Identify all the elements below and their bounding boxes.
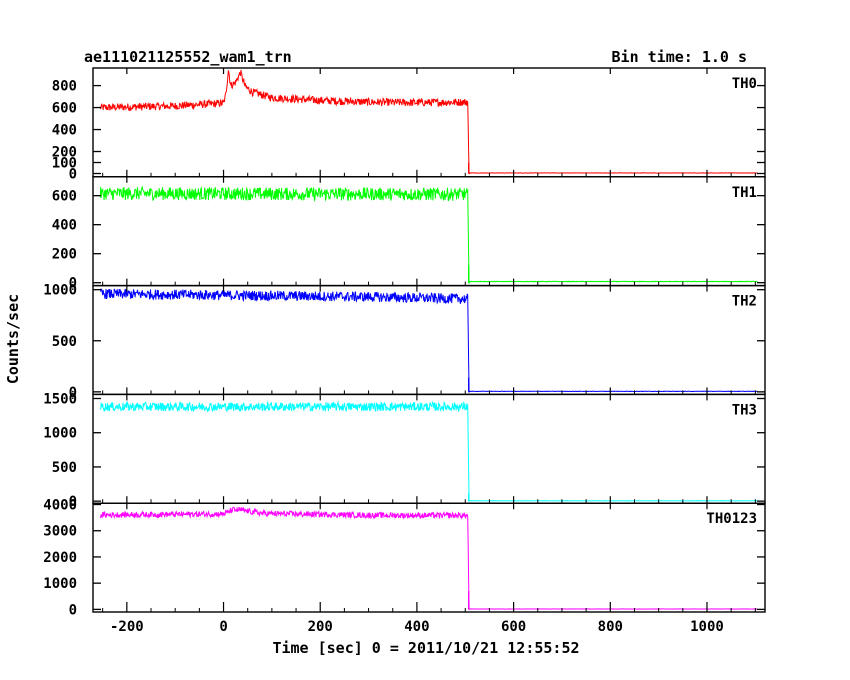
panel-th0123: 0 1000 2000 3000 4000 TH0123 xyxy=(43,498,766,618)
x-axis: -200 0 200 400 600 800 1000 xyxy=(110,619,724,635)
series-line-th3 xyxy=(99,400,758,502)
y-tick-label: 3000 xyxy=(43,524,77,540)
y-tick-label: 1000 xyxy=(43,426,77,442)
panel-frame xyxy=(92,284,766,396)
series-line-th1 xyxy=(99,185,758,285)
y-tick-label: 500 xyxy=(52,334,77,350)
y-tick-label: 200 xyxy=(52,145,77,161)
y-tick-label: 0 xyxy=(69,602,77,618)
x-tick-label: 1000 xyxy=(690,619,724,635)
panel-label: TH0123 xyxy=(706,511,757,527)
panel-th3: 0 500 1000 1500 TH3 xyxy=(43,392,766,510)
x-axis-label: Time [sec] 0 = 2011/10/21 12:55:52 xyxy=(272,639,579,657)
y-tick-label: 400 xyxy=(52,123,77,139)
y-tick-label: 1000 xyxy=(43,283,77,299)
bin-time-label: Bin time: 1.0 s xyxy=(612,48,747,66)
x-tick-label: 0 xyxy=(219,619,227,635)
y-tick-label: 800 xyxy=(52,79,77,95)
y-tick-label: 200 xyxy=(52,247,77,263)
series-line-th0 xyxy=(99,69,758,175)
y-tick-label: 500 xyxy=(52,460,77,476)
chart-title: ae111021125552_wam1_trn xyxy=(84,48,292,66)
y-tick-label: 0 xyxy=(69,276,77,292)
y-tick-label: 0 xyxy=(69,167,77,183)
panel-th2: 0 500 1000 TH2 xyxy=(43,283,766,401)
x-tick-label: 400 xyxy=(404,619,429,635)
y-tick-label: 0 xyxy=(69,494,77,510)
x-tick-label: 200 xyxy=(308,619,333,635)
panel-label: TH3 xyxy=(732,402,757,418)
y-tick-label: 100 xyxy=(52,156,77,172)
panel-frame xyxy=(92,502,766,613)
y-tick-label: 1000 xyxy=(43,576,77,592)
panel-th1: 0 200 400 600 TH1 xyxy=(52,176,766,292)
panel-frame xyxy=(92,67,766,178)
y-tick-label: 1500 xyxy=(43,392,77,408)
y-tick-label: 400 xyxy=(52,218,77,234)
y-tick-label: 4000 xyxy=(43,498,77,514)
panel-label: TH2 xyxy=(732,294,757,310)
y-tick-label: 600 xyxy=(52,101,77,117)
panel-label: TH1 xyxy=(732,185,757,201)
y-tick-label: 600 xyxy=(52,189,77,205)
y-tick-label: 0 xyxy=(69,385,77,401)
y-axis-label: Counts/sec xyxy=(4,294,22,384)
series-line-th2 xyxy=(99,288,758,394)
x-tick-label: 800 xyxy=(598,619,623,635)
x-tick-label: 600 xyxy=(501,619,526,635)
y-tick-label: 2000 xyxy=(43,550,77,566)
panel-label: TH0 xyxy=(732,76,757,92)
x-tick-label: -200 xyxy=(110,619,144,635)
series-line-th0123 xyxy=(99,506,758,611)
